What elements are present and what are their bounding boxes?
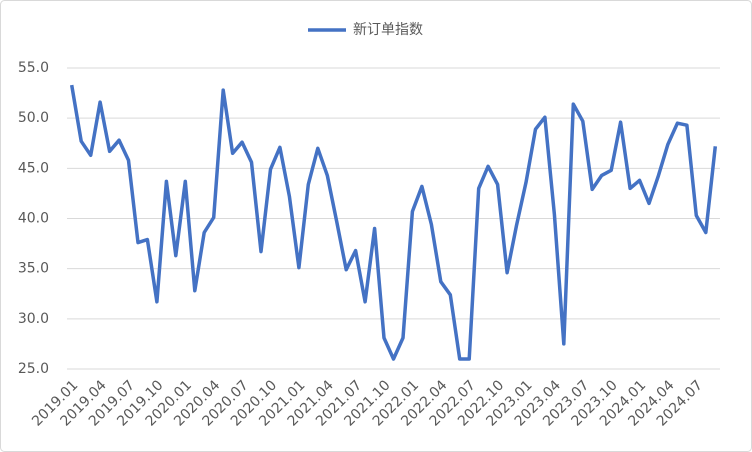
data-line (69, 84, 718, 361)
y-tick-label: 40.0 (18, 211, 49, 227)
y-tick-label: 50.0 (18, 110, 49, 126)
y-tick-label: 45.0 (18, 160, 49, 176)
y-tick-label: 30.0 (18, 311, 49, 327)
legend-label: 新订单指数 (353, 22, 423, 38)
y-tick-label: 35.0 (18, 261, 49, 277)
y-tick-label: 55.0 (18, 60, 49, 76)
y-tick-label: 25.0 (18, 361, 49, 377)
